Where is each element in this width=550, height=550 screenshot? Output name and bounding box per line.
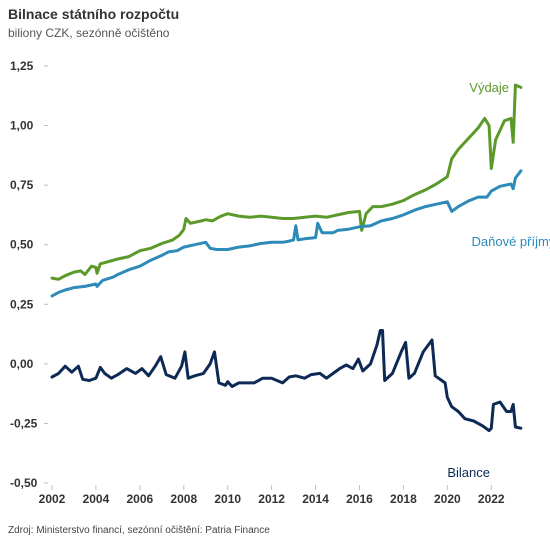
series-line-vydaje xyxy=(50,83,523,281)
chart-title: Bilnace státního rozpočtu xyxy=(8,6,180,22)
series-line-prijmy xyxy=(50,169,523,298)
series-label-vydaje: Výdaje xyxy=(469,80,509,95)
y-tick-label: 0,75 xyxy=(10,178,34,192)
y-tick-label: -0,50 xyxy=(10,476,38,490)
x-tick-label: 2018 xyxy=(390,492,417,506)
y-tick-label: 0,00 xyxy=(10,357,34,371)
x-tick-label: 2022 xyxy=(478,492,505,506)
x-tick-label: 2012 xyxy=(258,492,285,506)
y-tick-label: 1,00 xyxy=(10,119,34,133)
y-tick-label: 0,50 xyxy=(10,238,34,252)
series-label-prijmy: Daňové příjmy xyxy=(471,234,550,249)
x-tick-label: 2010 xyxy=(214,492,241,506)
x-tick-label: 2002 xyxy=(39,492,66,506)
series-label-bilance: Bilance xyxy=(447,465,490,480)
x-tick-label: 2020 xyxy=(434,492,461,506)
x-tick-label: 2004 xyxy=(83,492,110,506)
x-tick-label: 2006 xyxy=(126,492,153,506)
source-note: Zdroj: Ministerstvo financí, sezónní oči… xyxy=(8,525,270,536)
y-tick-label: 0,25 xyxy=(10,297,34,311)
y-tick-label: -0,25 xyxy=(10,416,38,430)
x-tick-label: 2016 xyxy=(346,492,373,506)
chart-lines xyxy=(50,83,523,433)
x-tick-label: 2014 xyxy=(302,492,329,506)
series-labels: Výdaje Daňové příjmy Bilance xyxy=(447,80,550,480)
x-tick-label: 2008 xyxy=(170,492,197,506)
y-tick-label: 1,25 xyxy=(10,59,34,73)
series-line-bilance xyxy=(50,329,523,433)
chart-axes: -0,50 -0,25 0,00 0,25 0,50 0,75 1,00 1,25 2002 20… xyxy=(10,59,505,506)
chart-subtitle: biliony CZK, sezónně očištěno xyxy=(8,26,170,40)
